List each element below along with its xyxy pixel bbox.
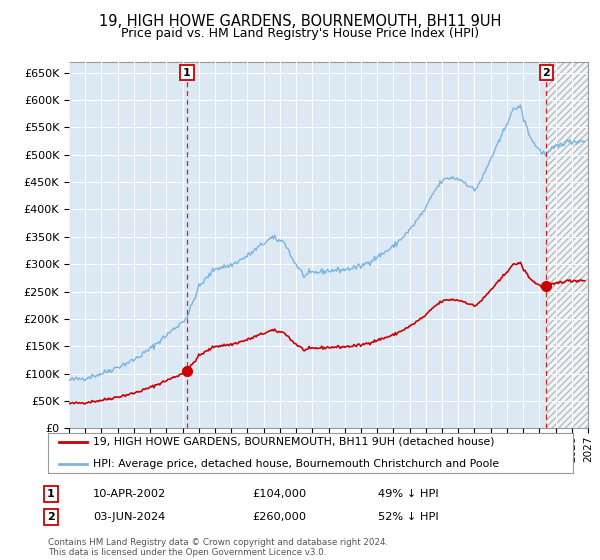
Text: 03-JUN-2024: 03-JUN-2024 [93,512,165,522]
Text: 1: 1 [47,489,55,499]
Text: 10-APR-2002: 10-APR-2002 [93,489,166,499]
Text: £260,000: £260,000 [252,512,306,522]
Text: 1: 1 [183,68,191,77]
Text: £104,000: £104,000 [252,489,306,499]
Text: 2: 2 [542,68,550,77]
Text: Contains HM Land Registry data © Crown copyright and database right 2024.
This d: Contains HM Land Registry data © Crown c… [48,538,388,557]
Text: Price paid vs. HM Land Registry's House Price Index (HPI): Price paid vs. HM Land Registry's House … [121,27,479,40]
Text: 19, HIGH HOWE GARDENS, BOURNEMOUTH, BH11 9UH (detached house): 19, HIGH HOWE GARDENS, BOURNEMOUTH, BH11… [92,437,494,447]
Text: 19, HIGH HOWE GARDENS, BOURNEMOUTH, BH11 9UH: 19, HIGH HOWE GARDENS, BOURNEMOUTH, BH11… [99,14,501,29]
Text: HPI: Average price, detached house, Bournemouth Christchurch and Poole: HPI: Average price, detached house, Bour… [92,459,499,469]
Text: 52% ↓ HPI: 52% ↓ HPI [378,512,439,522]
Text: 2: 2 [47,512,55,522]
Text: 49% ↓ HPI: 49% ↓ HPI [378,489,439,499]
